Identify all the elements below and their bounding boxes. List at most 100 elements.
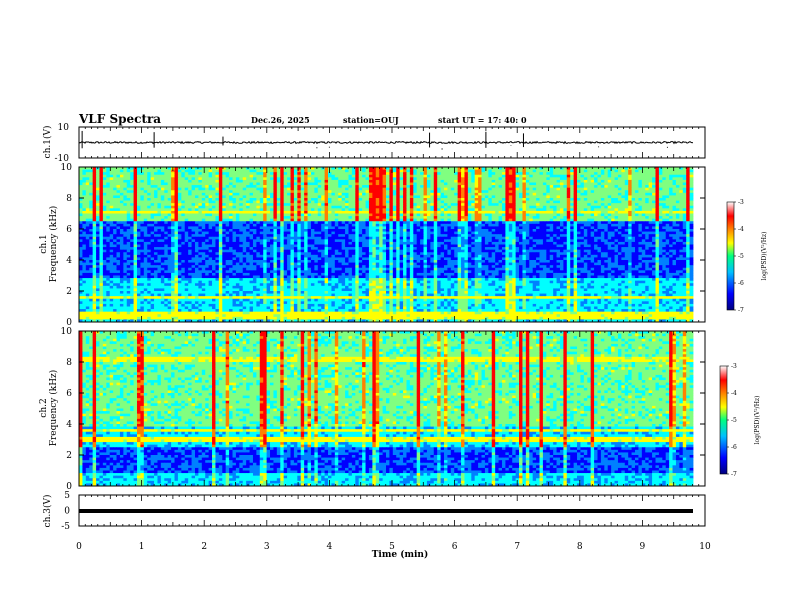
spectrogram-cell	[198, 216, 202, 219]
spectrogram-cell	[86, 219, 90, 222]
spectrogram-cell	[635, 172, 639, 175]
spectrogram-cell	[294, 211, 298, 214]
spectrogram-cell	[546, 208, 550, 211]
spectrogram-cell	[236, 219, 240, 222]
spectrogram-cell	[601, 190, 605, 193]
spectrogram-cell	[93, 216, 97, 219]
spectrogram-cell	[229, 183, 233, 186]
spectrogram-cell	[652, 208, 656, 211]
spectrogram-cell	[140, 185, 144, 188]
spectrogram-cell	[557, 219, 561, 222]
spectrogram-cell	[144, 198, 148, 201]
spectrogram-cell	[679, 172, 683, 175]
spectrogram-cell	[434, 234, 438, 237]
spectrogram-cell	[512, 232, 516, 235]
spectrogram-cell	[256, 229, 260, 232]
spectrogram-cell	[117, 193, 121, 196]
spectrogram-cell	[499, 180, 503, 183]
spectrogram-cell	[543, 195, 547, 198]
spectrogram-cell	[659, 175, 663, 178]
spectrogram-cell	[294, 234, 298, 237]
spectrogram-cell	[447, 208, 451, 211]
spectrogram-cell	[348, 195, 352, 198]
spectrogram-cell	[314, 229, 318, 232]
spectrogram-cell	[290, 237, 294, 240]
spectrogram-cell	[437, 193, 441, 196]
spectrogram-cell	[604, 211, 608, 214]
spectrogram-cell	[348, 221, 352, 224]
spectrogram-cell	[89, 177, 93, 180]
spectrogram-cell	[359, 185, 363, 188]
spectrogram-cell	[495, 211, 499, 214]
spectrogram-cell	[386, 216, 390, 219]
spectrogram-cell	[127, 190, 131, 193]
spectrogram-cell	[403, 208, 407, 211]
spectrogram-cell	[676, 172, 680, 175]
spectrogram-cell	[123, 226, 127, 229]
spectrogram-cell	[563, 195, 567, 198]
spectrogram-cell	[533, 193, 537, 196]
spectrogram-cell	[441, 216, 445, 219]
spectrogram-cell	[185, 180, 189, 183]
spectrogram-cell	[553, 188, 557, 191]
spectrogram-cell	[290, 177, 294, 180]
spectrogram-cell	[625, 170, 629, 173]
spectrogram-cell	[318, 219, 322, 222]
spectrogram-cell	[113, 193, 117, 196]
spectrogram-cell	[219, 206, 223, 209]
spectrogram-cell	[318, 229, 322, 232]
spectrogram-cell	[601, 201, 605, 204]
spectrogram-cell	[318, 172, 322, 175]
spectrogram-cell	[161, 180, 165, 183]
spectrogram-cell	[430, 177, 434, 180]
spectrogram-cell	[301, 208, 305, 211]
spectrogram-cell	[188, 224, 192, 227]
spectrogram-cell	[543, 219, 547, 222]
spectrogram-cell	[509, 198, 513, 201]
spectrogram-cell	[335, 219, 339, 222]
spectrogram-cell	[192, 180, 196, 183]
spectrogram-cell	[618, 193, 622, 196]
spectrogram-cell	[461, 177, 465, 180]
spectrogram-cell	[669, 201, 673, 204]
spectrogram-cell	[113, 195, 117, 198]
spectrogram-cell	[209, 221, 213, 224]
spectrogram-cell	[553, 193, 557, 196]
spectrogram-cell	[393, 224, 397, 227]
spectrogram-cell	[342, 172, 346, 175]
spectrogram-cell	[618, 206, 622, 209]
spectrogram-cell	[161, 229, 165, 232]
spectrogram-cell	[345, 229, 349, 232]
spectrogram-cell	[574, 195, 578, 198]
spectrogram-cell	[369, 224, 373, 227]
spectrogram-cell	[308, 219, 312, 222]
spectrogram-cell	[611, 177, 615, 180]
spectrogram-cell	[546, 219, 550, 222]
spectrogram-cell	[485, 208, 489, 211]
spectrogram-cell	[164, 203, 168, 206]
spectrogram-cell	[359, 195, 363, 198]
spectrogram-cell	[372, 221, 376, 224]
spectrogram-cell	[557, 201, 561, 204]
spectrogram-cell	[212, 206, 216, 209]
spectrogram-cell	[171, 188, 175, 191]
spectrogram-cell	[175, 198, 179, 201]
spectrogram-cell	[604, 198, 608, 201]
spectrogram-cell	[516, 188, 520, 191]
spectrogram-cell	[604, 224, 608, 227]
spectrogram-cell	[297, 234, 301, 237]
spectrogram-cell	[181, 211, 185, 214]
spectrogram-cell	[389, 177, 393, 180]
spectrogram-cell	[311, 193, 315, 196]
spectrogram-cell	[499, 208, 503, 211]
spectrogram-cell	[434, 195, 438, 198]
spectrogram-cell	[192, 214, 196, 217]
spectrogram-cell	[325, 201, 329, 204]
spectrogram-cell	[690, 185, 694, 188]
spectrogram-cell	[175, 206, 179, 209]
spectrogram-cell	[444, 211, 448, 214]
spectrogram-cell	[137, 183, 141, 186]
spectrogram-cell	[393, 234, 397, 237]
spectrogram-cell	[338, 206, 342, 209]
spectrogram-cell	[574, 180, 578, 183]
